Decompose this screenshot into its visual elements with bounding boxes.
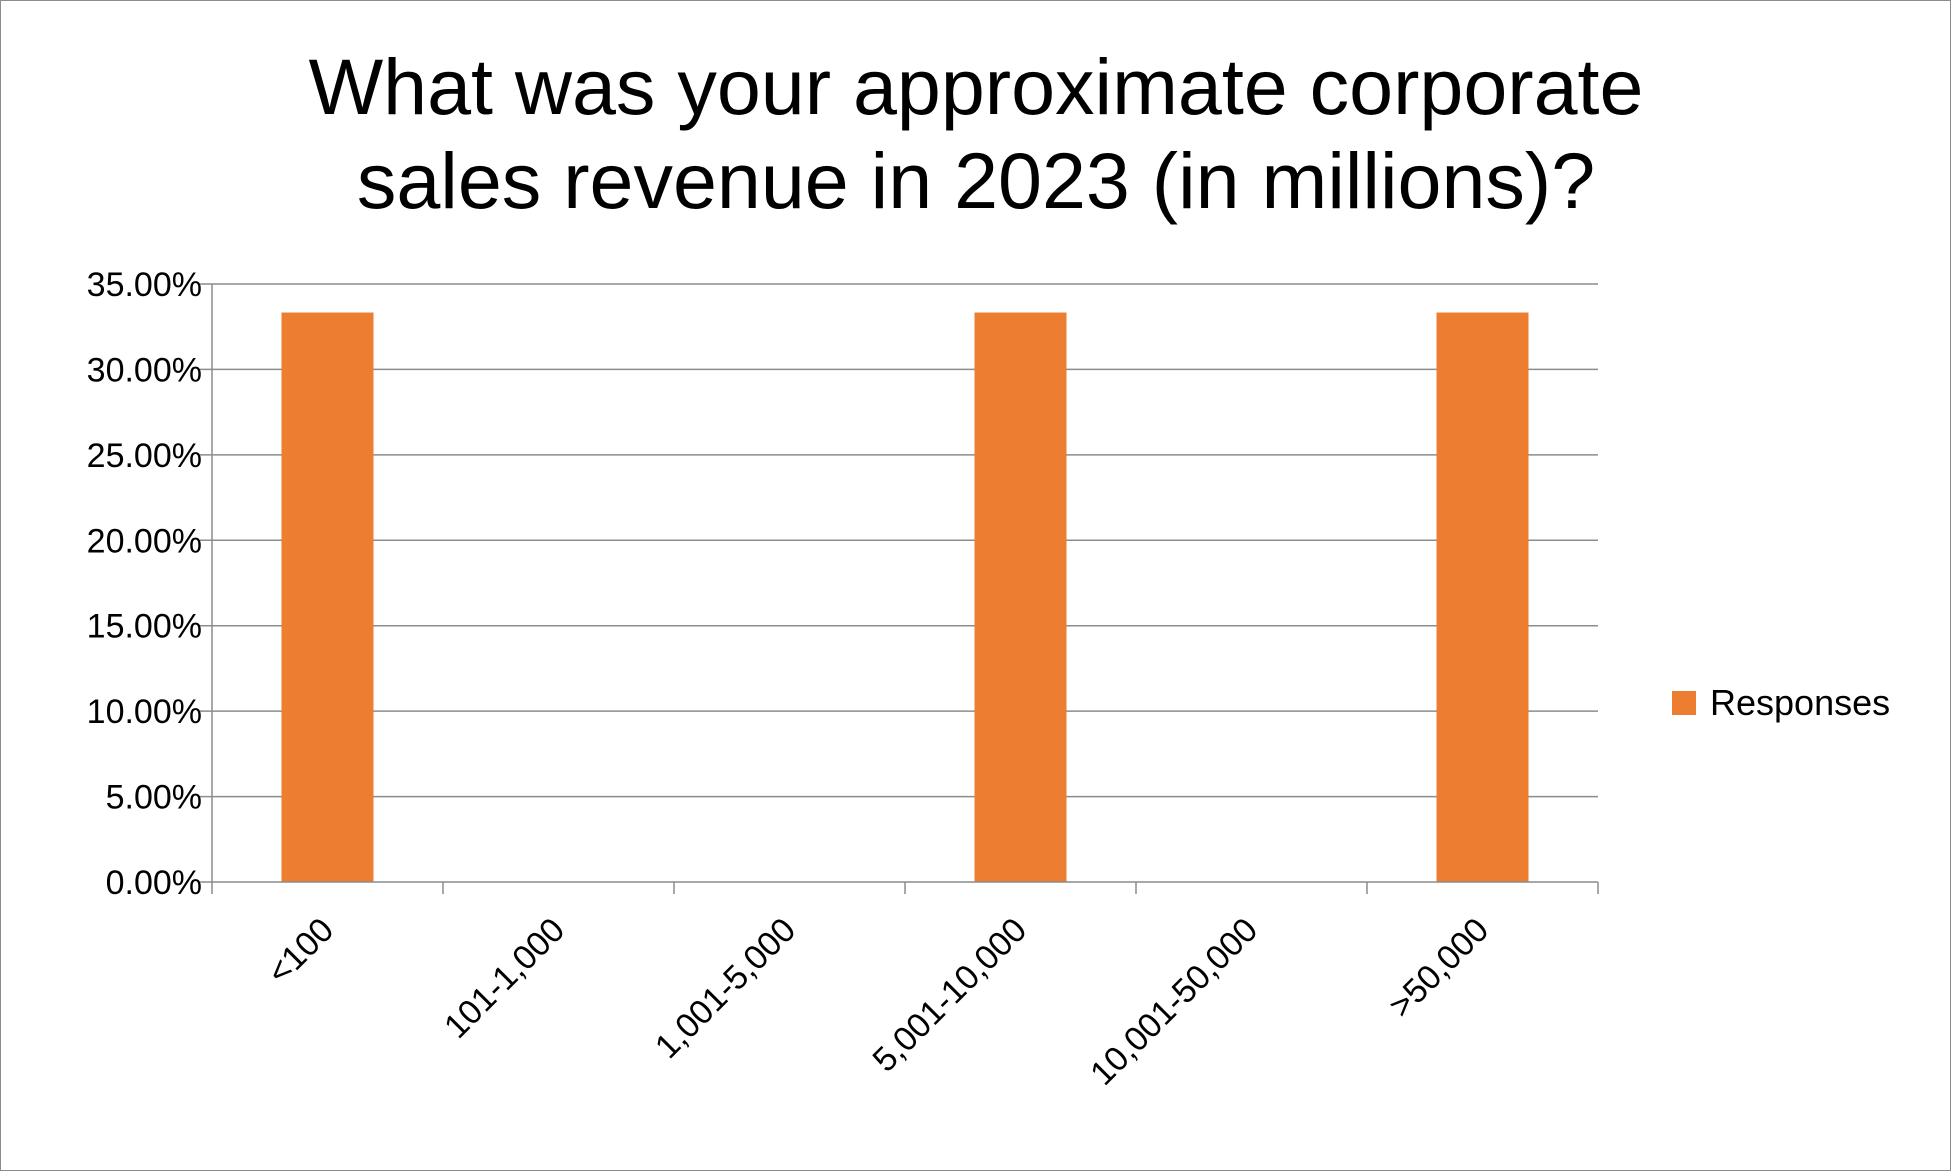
gridlines [200, 283, 1598, 798]
legend-label: Responses [1710, 682, 1890, 723]
bar [1436, 312, 1529, 882]
bars [281, 312, 1529, 882]
chart-title-line-2: sales revenue in 2023 (in millions)? [357, 136, 1595, 225]
y-tick-label: 10.00% [87, 693, 202, 731]
y-tick-label: 5.00% [106, 779, 202, 817]
bar [281, 312, 374, 882]
x-tick-label: 5,001-10,000 [866, 911, 1035, 1080]
chart-title-line-1: What was your approximate corporate [309, 42, 1644, 131]
x-tick-label: 10,001-50,000 [1083, 911, 1265, 1093]
x-tick-label: <100 [260, 911, 341, 992]
chart-title: What was your approximate corporate sale… [309, 42, 1644, 225]
y-tick-label: 0.00% [106, 864, 202, 902]
y-axis-tick-labels: 0.00% 5.00% 10.00% 15.00% 20.00% 25.00% 30.00%… [87, 266, 202, 902]
y-tick-label: 25.00% [87, 437, 202, 475]
bar [974, 312, 1067, 882]
y-tick-label: 20.00% [87, 522, 202, 560]
legend-swatch [1672, 691, 1696, 715]
y-tick-label: 30.00% [87, 351, 202, 389]
x-axis-tick-labels: <100 101-1,000 1,001-5,000 5,001-10,000 10,0… [260, 911, 1496, 1093]
y-tick-label: 35.00% [87, 266, 202, 304]
x-tick-label: 101-1,000 [437, 911, 572, 1046]
x-tick-label: >50,000 [1382, 911, 1496, 1025]
x-axis [200, 284, 1599, 894]
x-tick-label: 1,001-5,000 [648, 911, 803, 1066]
legend: Responses [1672, 682, 1890, 723]
y-tick-label: 15.00% [87, 608, 202, 646]
